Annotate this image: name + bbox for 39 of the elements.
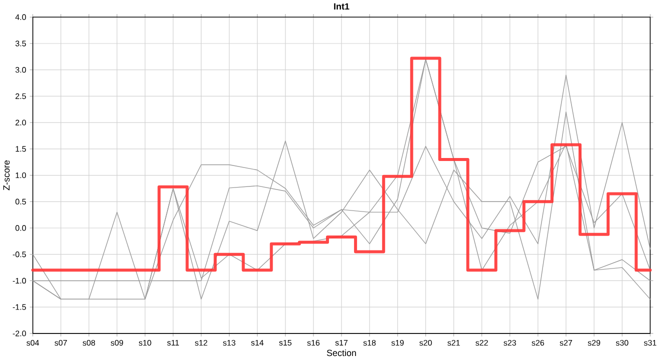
x-tick-label: s27 [560,340,572,346]
x-tick-label: s18 [363,340,376,346]
x-tick-label: s15 [279,340,292,346]
x-tick-label: s22 [476,340,488,346]
y-tick-label: 2.0 [16,120,26,126]
x-tick-label: s11 [167,340,179,346]
x-tick-label: s14 [251,340,264,346]
y-tick-label: 1.5 [16,146,26,152]
x-tick-label: s08 [82,340,96,346]
y-tick-label: 0.5 [15,198,26,204]
y-tick-label: 2.5 [16,93,26,99]
x-tick-label: s07 [54,340,67,346]
y-tick-label: -2.0 [12,330,26,336]
x-tick-label: s21 [448,340,460,346]
x-tick-label: s30 [616,340,628,346]
x-tick-label: s13 [223,340,236,346]
x-tick-label: s16 [307,340,320,346]
x-tick-label: s12 [194,340,208,346]
x-tick-label: s19 [391,340,404,346]
x-tick-label: s10 [138,340,152,346]
chart-title: Int1 [334,3,350,10]
y-tick-label: 0.0 [15,224,26,231]
y-tick-label: -1.5 [12,304,26,310]
x-tick-label: s20 [419,340,432,346]
x-tick-label: s09 [110,340,124,346]
y-tick-label: 1.0 [16,172,26,178]
y-tick-label: -0.5 [12,251,26,257]
y-tick-label: 3.0 [15,66,26,72]
y-tick-label: -1.0 [12,278,26,284]
y-axis-title: Z-score [3,160,10,190]
x-tick-label: s29 [588,340,600,346]
x-tick-label: s23 [504,340,516,346]
x-tick-label: s04 [26,340,40,346]
x-tick-label: s31 [644,340,656,346]
x-tick-label: s17 [335,340,348,346]
x-tick-label: s26 [532,340,544,346]
y-tick-label: 4.0 [15,14,26,20]
x-axis-title: Section [326,349,356,356]
y-tick-label: 3.5 [15,40,26,46]
